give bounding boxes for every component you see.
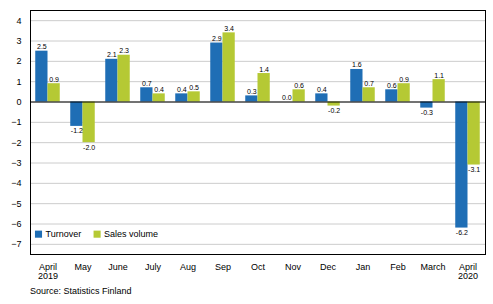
svg-text:Sep: Sep	[215, 262, 231, 272]
svg-text:0.4: 0.4	[317, 86, 327, 93]
svg-text:-1.2: -1.2	[71, 127, 83, 134]
svg-text:2.1: 2.1	[107, 51, 117, 58]
svg-text:0.0: 0.0	[282, 94, 292, 101]
svg-text:July: July	[145, 262, 162, 272]
svg-text:-0.2: -0.2	[328, 107, 340, 114]
svg-text:Nov: Nov	[285, 262, 302, 272]
svg-text:2.3: 2.3	[119, 47, 129, 54]
svg-text:3.4: 3.4	[224, 25, 234, 32]
svg-text:2.9: 2.9	[212, 35, 222, 42]
svg-text:-3.1: -3.1	[468, 166, 480, 173]
svg-text:−1: −1	[11, 117, 21, 127]
svg-text:−6: −6	[11, 219, 21, 229]
svg-text:0.9: 0.9	[49, 76, 59, 83]
svg-text:0.4: 0.4	[177, 86, 187, 93]
svg-text:0.3: 0.3	[247, 88, 257, 95]
svg-text:1.4: 1.4	[259, 66, 269, 73]
svg-text:Oct: Oct	[251, 262, 266, 272]
html-text:Source: Statistics Finland: Source: Statistics Finland	[30, 286, 132, 296]
svg-text:−4: −4	[11, 178, 21, 188]
svg-text:−2: −2	[11, 138, 21, 148]
svg-text:1.1: 1.1	[434, 72, 444, 79]
svg-text:Aug: Aug	[180, 262, 196, 272]
svg-text:0: 0	[16, 97, 21, 107]
svg-text:-0.3: -0.3	[421, 109, 433, 116]
svg-text:April2019: April2019	[38, 262, 58, 281]
svg-text:1: 1	[16, 77, 21, 87]
svg-text:−5: −5	[11, 199, 21, 209]
svg-text:May: May	[74, 262, 92, 272]
svg-text:June: June	[108, 262, 128, 272]
svg-text:Jan: Jan	[356, 262, 371, 272]
svg-text:Dec: Dec	[320, 262, 337, 272]
svg-text:-6.2: -6.2	[456, 229, 468, 236]
svg-text:0.7: 0.7	[142, 80, 152, 87]
svg-text:1.6: 1.6	[352, 61, 362, 68]
svg-text:0.6: 0.6	[294, 82, 304, 89]
svg-text:March: March	[420, 262, 445, 272]
svg-text:0.6: 0.6	[387, 82, 397, 89]
svg-text:0.5: 0.5	[189, 84, 199, 91]
svg-text:-2.0: -2.0	[83, 144, 95, 151]
svg-text:0.9: 0.9	[399, 76, 409, 83]
svg-text:2: 2	[16, 56, 21, 66]
svg-text:−3: −3	[11, 158, 21, 168]
svg-text:0.4: 0.4	[154, 86, 164, 93]
svg-text:4: 4	[16, 16, 21, 26]
svg-text:2.5: 2.5	[37, 43, 47, 50]
svg-text:0.7: 0.7	[364, 80, 374, 87]
svg-text:Feb: Feb	[390, 262, 406, 272]
svg-text:Sales volume: Sales volume	[104, 229, 158, 239]
svg-text:Turnover: Turnover	[46, 229, 82, 239]
svg-text:3: 3	[16, 36, 21, 46]
svg-text:April2020: April2020	[458, 262, 478, 281]
svg-text:−7: −7	[11, 239, 21, 249]
